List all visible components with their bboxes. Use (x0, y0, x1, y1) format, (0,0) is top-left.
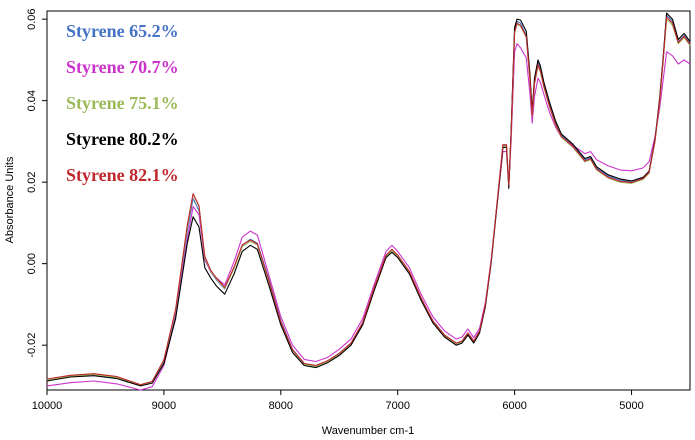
x-axis-title: Wavenumber cm-1 (322, 425, 415, 437)
x-axis: 10000 9000 8000 7000 6000 5000 (32, 390, 644, 412)
y-tick-label: 0.06 (26, 8, 38, 29)
y-tick-label: 0.02 (26, 171, 38, 192)
legend: Styrene 65.2% Styrene 70.7% Styrene 75.1% S… (66, 21, 179, 185)
y-tick-label: -0.02 (26, 333, 38, 358)
y-tick-label: 0.00 (26, 253, 38, 274)
legend-entry-5: Styrene 82.1% (66, 165, 179, 185)
x-tick-label: 7000 (385, 400, 409, 412)
legend-entry-3: Styrene 75.1% (66, 93, 179, 113)
y-axis-title: Absorbance Units (4, 156, 16, 243)
y-tick-label: 0.04 (26, 90, 38, 111)
y-axis: -0.02 0.00 0.02 0.04 0.06 (26, 8, 47, 358)
x-tick-label: 5000 (619, 400, 643, 412)
series-layer (46, 12, 691, 391)
legend-entry-2: Styrene 70.7% (66, 57, 179, 77)
x-tick-label: 6000 (502, 400, 526, 412)
x-tick-label: 10000 (32, 400, 63, 412)
x-tick-label: 8000 (269, 400, 293, 412)
x-tick-label: 9000 (152, 400, 176, 412)
legend-entry-1: Styrene 65.2% (66, 21, 179, 41)
series-line-5 (46, 16, 691, 386)
plot-frame (46, 10, 691, 391)
series-line-4 (46, 12, 691, 387)
legend-entry-4: Styrene 80.2% (66, 129, 179, 149)
